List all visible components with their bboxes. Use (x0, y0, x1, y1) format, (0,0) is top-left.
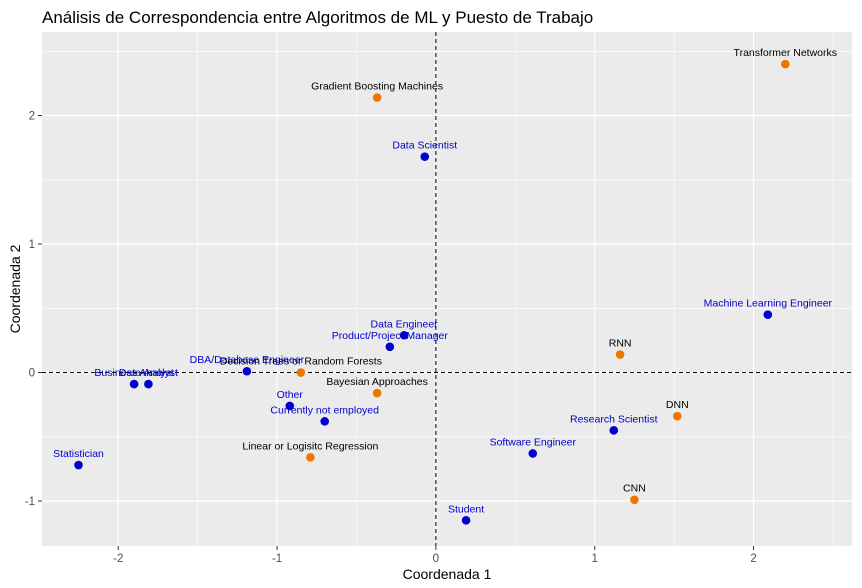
point-dba-database-engineer (242, 366, 252, 376)
point-product-project-manager (385, 342, 395, 352)
data-points (74, 59, 790, 525)
y-tick-label: -1 (25, 496, 35, 508)
point-student (461, 516, 471, 525)
x-axis-ticks: -2 -1 0 1 2 (113, 546, 757, 565)
grid-minor (42, 32, 852, 546)
point-transformer-networks (780, 59, 790, 69)
x-tick-label: -2 (113, 553, 123, 565)
label-rnn: RNN (609, 338, 632, 350)
label-cnn: CNN (623, 483, 646, 495)
x-axis-title: Coordenada 1 (403, 566, 492, 582)
label-business-analyst: Business Analyst (94, 367, 173, 379)
point-other (285, 401, 295, 411)
label-gradient-boosting-machines: Gradient Boosting Machines (311, 81, 443, 93)
reference-lines (42, 32, 852, 546)
point-software-engineer (528, 449, 538, 458)
label-decision-trees-or-random-forests: Decision Trees or Random Forests (220, 356, 382, 368)
point-decision-trees-or-random-forests (296, 368, 306, 377)
y-axis-title: Coordenada 2 (7, 244, 23, 333)
point-dnn (672, 411, 682, 421)
x-tick-label: -1 (272, 553, 282, 565)
x-tick-label: 1 (592, 553, 598, 565)
point-gradient-boosting-machines (372, 93, 382, 102)
point-statistician (74, 460, 83, 470)
point-research-scientist (609, 426, 619, 435)
y-tick-label: 2 (29, 111, 35, 123)
label-currently-not-employed: Currently not employed (270, 404, 379, 416)
point-currently-not-employed (320, 417, 330, 426)
point-bayesian-approaches (372, 388, 382, 398)
point-rnn (615, 350, 625, 359)
point-data-scientist (420, 152, 430, 161)
label-product-project-manager: Product/Project Manager (332, 330, 449, 342)
point-cnn (630, 495, 639, 505)
y-tick-label: 1 (29, 239, 35, 251)
label-data-engineer: Data Engineer (371, 318, 439, 330)
label-linear-or-logisitc-regression: Linear or Logisitc Regression (242, 440, 378, 452)
plot-panel (42, 32, 852, 546)
point-linear-or-logisitc-regression (306, 453, 315, 462)
point-labels: Data Scientist Machine Learning Engineer D… (53, 47, 837, 515)
point-data-engineer (399, 330, 409, 340)
label-statistician: Statistician (53, 448, 104, 460)
label-dba-database-engineer: DBA/Database Engineer (190, 354, 305, 366)
label-software-engineer: Software Engineer (490, 436, 577, 448)
point-business-analyst (129, 379, 139, 389)
label-data-scientist: Data Scientist (392, 140, 457, 152)
label-data-analyst: Data Analyst (119, 367, 178, 379)
label-dnn: DNN (666, 399, 689, 411)
x-tick-label: 2 (750, 553, 756, 565)
point-data-analyst (144, 379, 153, 389)
label-machine-learning-engineer: Machine Learning Engineer (704, 298, 833, 310)
point-machine-learning-engineer (763, 310, 773, 320)
y-axis-ticks: -1 0 1 2 (25, 111, 42, 508)
label-other: Other (277, 389, 304, 401)
label-student: Student (448, 503, 484, 515)
label-bayesian-approaches: Bayesian Approaches (326, 376, 428, 388)
x-tick-label: 0 (433, 553, 439, 565)
y-tick-label: 0 (29, 368, 35, 380)
label-research-scientist: Research Scientist (570, 413, 658, 425)
label-transformer-networks: Transformer Networks (734, 47, 837, 59)
chart-title: Análisis de Correspondencia entre Algori… (42, 8, 593, 27)
